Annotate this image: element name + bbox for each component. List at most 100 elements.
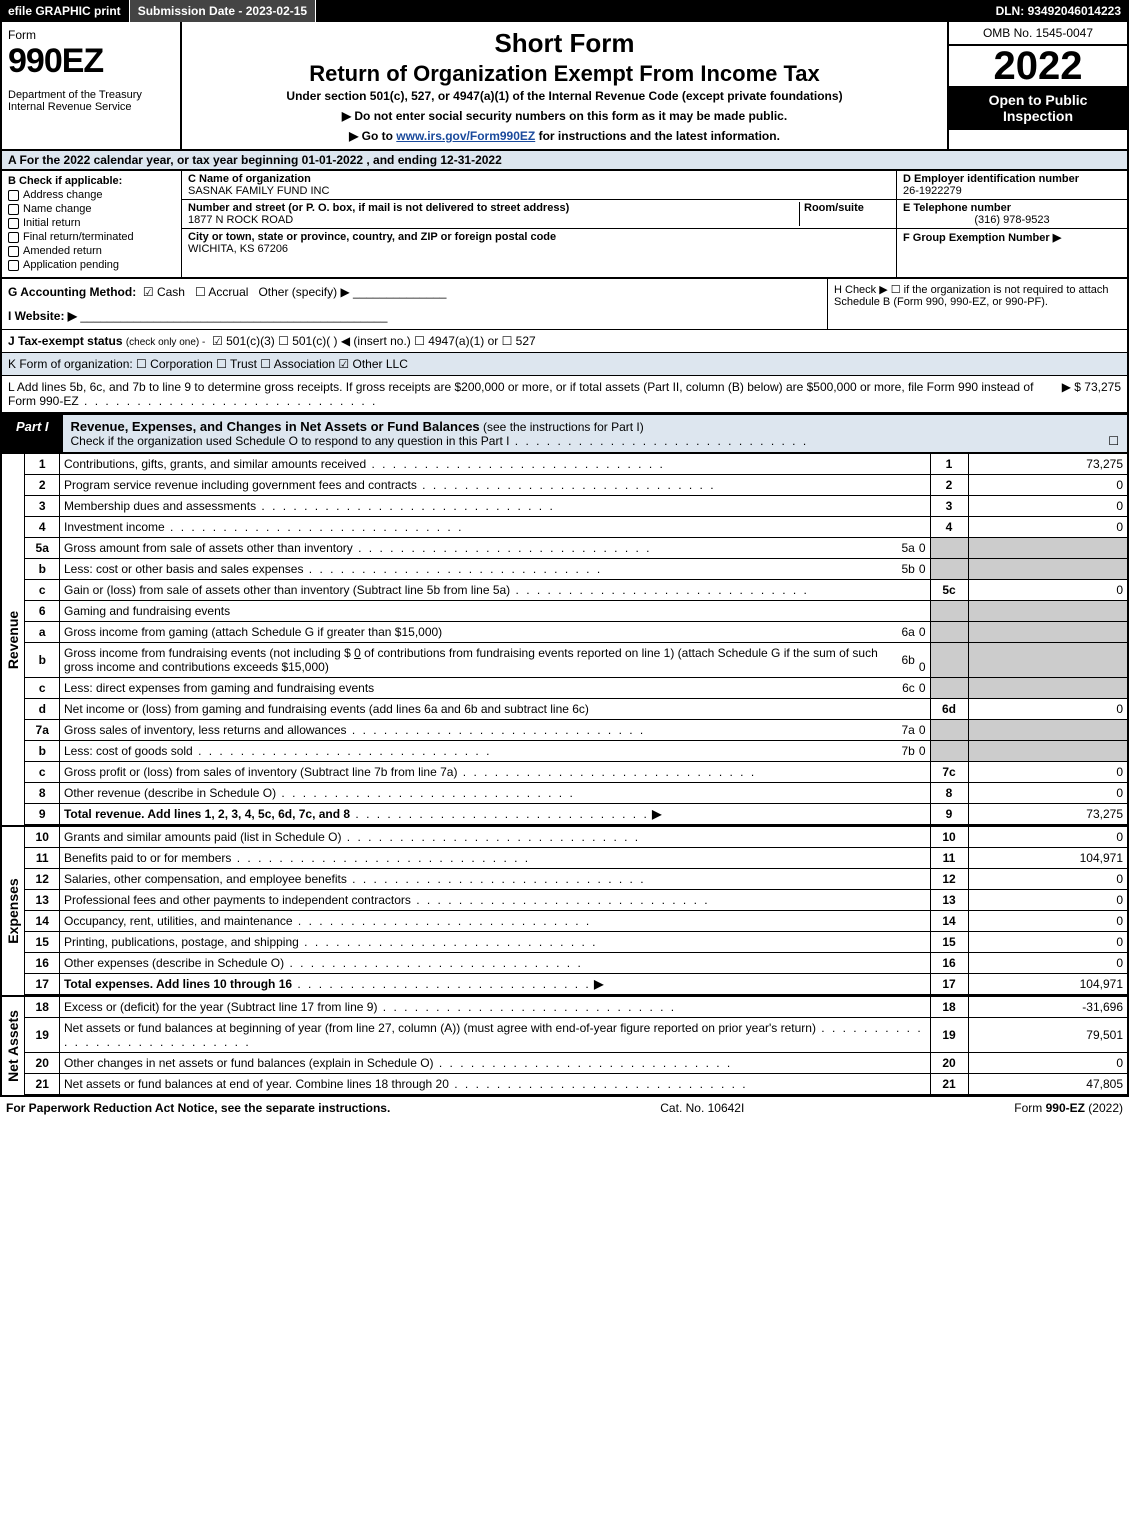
line-5c: cGain or (loss) from sale of assets othe…	[25, 580, 1128, 601]
street: 1877 N ROCK ROAD	[188, 214, 293, 226]
ein-label: D Employer identification number	[903, 173, 1079, 185]
chk-application-pending[interactable]: Application pending	[8, 259, 175, 271]
footer-formref: Form 990-EZ (2022)	[1014, 1101, 1123, 1115]
tel-label: E Telephone number	[903, 202, 1011, 214]
header-center: Short Form Return of Organization Exempt…	[182, 22, 947, 149]
header-left: Form 990EZ Department of the Treasury In…	[2, 22, 182, 149]
telephone: (316) 978-9523	[903, 214, 1121, 226]
row-l-text: L Add lines 5b, 6c, and 7b to line 9 to …	[8, 380, 1054, 408]
line-8: 8Other revenue (describe in Schedule O)8…	[25, 783, 1128, 804]
accounting-method: G Accounting Method: ☑ Cash ☐ Accrual Ot…	[8, 285, 821, 299]
form-number: 990EZ	[8, 42, 174, 81]
tax-year: 2022	[949, 46, 1127, 86]
efile-label: efile GRAPHIC print	[0, 0, 130, 22]
header-right: OMB No. 1545-0047 2022 Open to Public In…	[947, 22, 1127, 149]
revenue-side-label: Revenue	[0, 454, 25, 825]
netassets-table: 18Excess or (deficit) for the year (Subt…	[25, 997, 1129, 1095]
website-row: I Website: ▶ ___________________________…	[8, 309, 821, 323]
line-12: 12Salaries, other compensation, and empl…	[25, 869, 1128, 890]
part1-header: Part I Revenue, Expenses, and Changes in…	[0, 414, 1129, 454]
form-header: Form 990EZ Department of the Treasury In…	[0, 22, 1129, 151]
line-18: 18Excess or (deficit) for the year (Subt…	[25, 997, 1128, 1018]
expenses-table: 10Grants and similar amounts paid (list …	[25, 827, 1129, 995]
row-j: J Tax-exempt status (check only one) - ☑…	[0, 330, 1129, 353]
irs-link[interactable]: www.irs.gov/Form990EZ	[396, 129, 535, 143]
under-section: Under section 501(c), 527, or 4947(a)(1)…	[190, 89, 939, 103]
line-6d: dNet income or (loss) from gaming and fu…	[25, 699, 1128, 720]
part1-title: Revenue, Expenses, and Changes in Net As…	[71, 419, 480, 434]
short-form-title: Short Form	[190, 28, 939, 59]
netassets-side-label: Net Assets	[0, 997, 25, 1095]
col-b-checkboxes: B Check if applicable: Address change Na…	[2, 171, 182, 277]
line-15: 15Printing, publications, postage, and s…	[25, 932, 1128, 953]
line-9: 9Total revenue. Add lines 1, 2, 3, 4, 5c…	[25, 804, 1128, 825]
line-7b: bLess: cost of goods sold7b0	[25, 741, 1128, 762]
row-k: K Form of organization: ☐ Corporation ☐ …	[0, 353, 1129, 376]
line-10: 10Grants and similar amounts paid (list …	[25, 827, 1128, 848]
street-label: Number and street (or P. O. box, if mail…	[188, 202, 569, 214]
note-ssn: ▶ Do not enter social security numbers o…	[190, 109, 939, 123]
part1-checkbox[interactable]: ☐	[1108, 434, 1119, 448]
col-c-name-address: C Name of organization SASNAK FAMILY FUN…	[182, 171, 897, 277]
ein: 26-1922279	[903, 185, 962, 197]
city-state-zip: WICHITA, KS 67206	[188, 243, 288, 255]
submission-date: Submission Date - 2023-02-15	[130, 0, 316, 22]
part1-paren: (see the instructions for Part I)	[483, 420, 644, 434]
line-6: 6Gaming and fundraising events	[25, 601, 1128, 622]
line-1: 1Contributions, gifts, grants, and simil…	[25, 454, 1128, 475]
line-6c: cLess: direct expenses from gaming and f…	[25, 678, 1128, 699]
entity-block: B Check if applicable: Address change Na…	[0, 171, 1129, 279]
omb-number: OMB No. 1545-0047	[949, 22, 1127, 46]
group-exemption-label: F Group Exemption Number ▶	[903, 232, 1061, 244]
footer-left: For Paperwork Reduction Act Notice, see …	[6, 1101, 390, 1115]
row-h: H Check ▶ ☐ if the organization is not r…	[827, 279, 1127, 329]
name-label: C Name of organization	[188, 173, 311, 185]
row-g-h: G Accounting Method: ☑ Cash ☐ Accrual Ot…	[0, 279, 1129, 330]
revenue-group: Revenue 1Contributions, gifts, grants, a…	[0, 454, 1129, 827]
line-5a: 5aGross amount from sale of assets other…	[25, 538, 1128, 559]
form-word: Form	[8, 28, 174, 42]
part1-tag: Part I	[2, 415, 63, 452]
line-17: 17Total expenses. Add lines 10 through 1…	[25, 974, 1128, 995]
row-l-amount: ▶ $ 73,275	[1054, 380, 1121, 408]
dln: DLN: 93492046014223	[988, 0, 1129, 22]
line-2: 2Program service revenue including gover…	[25, 475, 1128, 496]
room-label: Room/suite	[804, 202, 864, 214]
chk-name-change[interactable]: Name change	[8, 203, 175, 215]
chk-amended-return[interactable]: Amended return	[8, 245, 175, 257]
line-19: 19Net assets or fund balances at beginni…	[25, 1018, 1128, 1053]
line-16: 16Other expenses (describe in Schedule O…	[25, 953, 1128, 974]
expenses-side-label: Expenses	[0, 827, 25, 995]
chk-final-return[interactable]: Final return/terminated	[8, 231, 175, 243]
org-name: SASNAK FAMILY FUND INC	[188, 185, 329, 197]
line-3: 3Membership dues and assessments30	[25, 496, 1128, 517]
line-13: 13Professional fees and other payments t…	[25, 890, 1128, 911]
chk-initial-return[interactable]: Initial return	[8, 217, 175, 229]
line-6b: bGross income from fundraising events (n…	[25, 643, 1128, 678]
revenue-table: 1Contributions, gifts, grants, and simil…	[25, 454, 1129, 825]
row-l: L Add lines 5b, 6c, and 7b to line 9 to …	[0, 376, 1129, 414]
line-7a: 7aGross sales of inventory, less returns…	[25, 720, 1128, 741]
department: Department of the Treasury Internal Reve…	[8, 89, 174, 113]
chk-address-change[interactable]: Address change	[8, 189, 175, 201]
part1-check-text: Check if the organization used Schedule …	[71, 434, 510, 448]
col-d-ein-tel: D Employer identification number 26-1922…	[897, 171, 1127, 277]
line-4: 4Investment income40	[25, 517, 1128, 538]
city-label: City or town, state or province, country…	[188, 231, 556, 243]
line-7c: cGross profit or (loss) from sales of in…	[25, 762, 1128, 783]
col-b-header: B Check if applicable:	[8, 175, 175, 187]
page-footer: For Paperwork Reduction Act Notice, see …	[0, 1095, 1129, 1119]
topbar: efile GRAPHIC print Submission Date - 20…	[0, 0, 1129, 22]
line-20: 20Other changes in net assets or fund ba…	[25, 1053, 1128, 1074]
line-5b: bLess: cost or other basis and sales exp…	[25, 559, 1128, 580]
line-6a: aGross income from gaming (attach Schedu…	[25, 622, 1128, 643]
return-title: Return of Organization Exempt From Incom…	[190, 61, 939, 87]
line-21: 21Net assets or fund balances at end of …	[25, 1074, 1128, 1095]
expenses-group: Expenses 10Grants and similar amounts pa…	[0, 827, 1129, 997]
line-11: 11Benefits paid to or for members11104,9…	[25, 848, 1128, 869]
note-goto: ▶ Go to www.irs.gov/Form990EZ for instru…	[190, 129, 939, 143]
section-a: A For the 2022 calendar year, or tax yea…	[0, 151, 1129, 171]
line-14: 14Occupancy, rent, utilities, and mainte…	[25, 911, 1128, 932]
footer-catno: Cat. No. 10642I	[660, 1101, 744, 1115]
open-to-public: Open to Public Inspection	[949, 86, 1127, 130]
